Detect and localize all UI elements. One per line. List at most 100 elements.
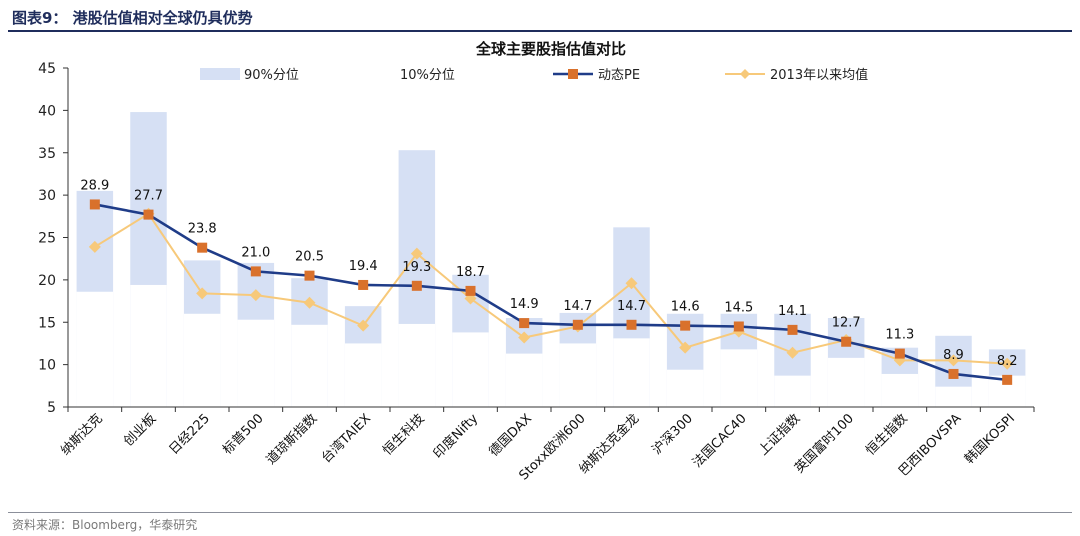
x-category-label: 上证指数: [756, 411, 803, 458]
bar-10pct: [935, 386, 972, 407]
pe-data-label: 19.4: [349, 259, 378, 274]
y-tick-label: 15: [38, 315, 56, 331]
pe-data-label: 20.5: [295, 250, 324, 265]
header-divider: [8, 30, 1072, 32]
y-tick-label: 5: [47, 400, 56, 416]
avg-marker: [518, 331, 531, 344]
pe-marker: [626, 319, 637, 330]
bar-10pct: [130, 284, 167, 407]
x-category-label: 日经225: [166, 411, 213, 458]
x-category-label: 纳斯达克: [58, 411, 105, 458]
avg-marker: [249, 289, 262, 302]
pe-marker: [519, 318, 530, 329]
avg-marker: [625, 277, 638, 290]
bar-10pct: [505, 353, 543, 407]
avg-marker: [88, 240, 101, 253]
x-category-label: 法国CAC40: [690, 411, 750, 471]
bar-10pct: [559, 343, 597, 407]
avg-marker: [786, 346, 799, 359]
pe-data-label: 23.8: [188, 222, 217, 237]
y-tick-label: 10: [38, 358, 56, 374]
pe-data-label: 14.7: [617, 299, 646, 314]
chart-title: 全球主要股指估值对比: [475, 40, 626, 58]
avg-line: [94, 212, 1008, 365]
pe-data-label: 19.3: [402, 260, 431, 275]
pe-marker: [89, 199, 100, 210]
avg-marker: [196, 287, 209, 300]
pe-marker: [197, 242, 208, 253]
pe-marker: [733, 321, 744, 332]
pe-data-label: 21.0: [241, 245, 270, 260]
bar-10pct: [344, 343, 382, 407]
y-tick-label: 30: [38, 188, 56, 204]
y-tick-label: 35: [38, 146, 56, 162]
bar-10pct: [291, 324, 328, 407]
pe-marker: [894, 348, 905, 359]
pe-marker: [304, 270, 315, 281]
y-tick-label: 25: [38, 231, 56, 247]
x-category-label: 印度Nifty: [430, 410, 481, 461]
pe-marker: [680, 320, 691, 331]
pe-marker: [787, 324, 798, 335]
pe-data-label: 11.3: [885, 328, 914, 343]
x-category-label: 沪深300: [649, 411, 696, 458]
bar-10pct: [881, 373, 919, 407]
pe-data-label: 27.7: [134, 189, 163, 204]
pe-marker: [358, 279, 369, 290]
pe-data-label: 18.7: [456, 265, 485, 280]
chart-canvas: 全球主要股指估值对比 5 10 15 20 25 30 35 40 45 纳斯达克 创业板 日经225 标…: [38, 40, 1035, 483]
pe-data-label: 8.9: [943, 348, 964, 363]
bar-10pct: [76, 291, 114, 407]
legend-label-90pct: 90%分位: [244, 68, 299, 83]
x-category-label: 道琼斯指数: [264, 411, 321, 468]
y-tick-label: 45: [38, 61, 56, 77]
pe-marker: [841, 336, 852, 347]
pe-marker: [250, 266, 261, 277]
x-category-label: 恒生指数: [863, 411, 910, 458]
bar-10pct: [398, 323, 436, 407]
pe-data-label: 14.5: [724, 300, 753, 315]
x-category-label: 德国DAX: [486, 411, 535, 460]
pe-data-label: 28.9: [80, 178, 109, 193]
bar-10pct: [720, 349, 758, 407]
legend-swatch-pe-marker: [568, 69, 578, 79]
y-tick-label: 20: [38, 273, 56, 289]
x-category-label: 韩国KOSPI: [962, 411, 1018, 467]
y-tick-label: 40: [38, 103, 56, 119]
avg-marker: [1001, 357, 1014, 370]
avg-marker: [357, 319, 370, 332]
bar-10pct: [774, 375, 811, 407]
pe-marker: [1002, 374, 1013, 385]
pe-data-label: 8.2: [997, 354, 1018, 369]
pe-marker: [143, 209, 154, 220]
avg-marker: [679, 341, 692, 354]
pe-line: [94, 203, 1008, 382]
pe-data-label: 12.7: [832, 316, 861, 331]
pe-data-label: 14.7: [563, 299, 592, 314]
bar-10pct: [613, 338, 650, 407]
report-header: 图表9： 港股估值相对全球仍具优势: [0, 0, 1080, 34]
pe-marker: [465, 285, 476, 296]
legend-label-avg: 2013年以来均值: [770, 67, 868, 83]
bar-10pct: [183, 313, 221, 407]
pe-data-label: 14.6: [671, 300, 700, 315]
pe-data-label: 14.1: [778, 304, 807, 319]
bar-10pct: [666, 369, 704, 407]
avg-marker: [303, 296, 316, 309]
x-category-label: 标普500: [220, 411, 267, 458]
x-category-label: 恒生科技: [380, 411, 427, 458]
pe-marker: [572, 319, 583, 330]
pe-marker: [411, 280, 422, 291]
x-category-label: 创业板: [121, 411, 159, 449]
pe-data-label: 14.9: [510, 297, 539, 312]
legend-swatch-90pct: [200, 68, 240, 80]
bar-10pct: [827, 357, 865, 407]
footer-divider: [8, 512, 1072, 513]
legend-swatch-avg-marker: [740, 69, 750, 79]
legend-label-pe: 动态PE: [598, 68, 640, 83]
source-note: 资料来源：Bloomberg，华泰研究: [12, 518, 198, 532]
avg-marker: [947, 354, 960, 367]
avg-marker: [410, 247, 423, 260]
bar-10pct: [452, 332, 489, 407]
x-category-label: 台湾TAIEX: [318, 410, 374, 466]
